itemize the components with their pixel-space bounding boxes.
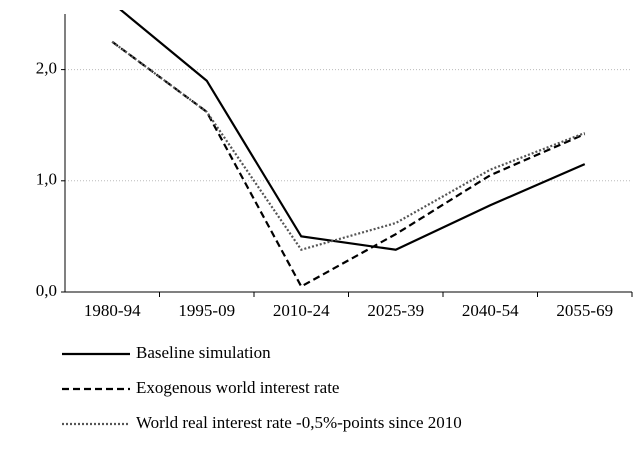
legend-label: Baseline simulation (136, 343, 271, 362)
y-tick-label: 2,0 (36, 59, 57, 78)
x-tick-label: 2025-39 (367, 301, 424, 320)
x-tick-label: 2010-24 (273, 301, 330, 320)
line-series (119, 10, 586, 251)
y-tick-label: 0,0 (36, 281, 57, 300)
x-tick-label: 2055-69 (556, 301, 613, 320)
x-tick-label: 2040-54 (462, 301, 519, 320)
line-series (111, 40, 586, 288)
legend-label: Exogenous world interest rate (136, 378, 339, 397)
legend-label: World real interest rate -0,5%-points si… (136, 413, 462, 432)
x-tick-label: 1980-94 (84, 301, 141, 320)
plot-area (111, 10, 586, 288)
line-series (111, 40, 586, 252)
y-tick-label: 1,0 (36, 170, 57, 189)
x-tick-label: 1995-09 (178, 301, 235, 320)
